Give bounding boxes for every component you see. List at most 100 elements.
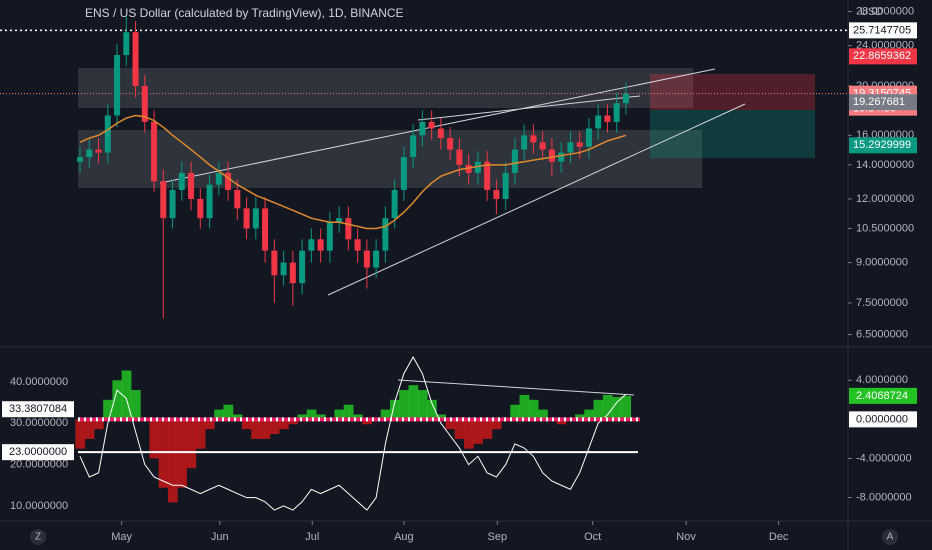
zone-box bbox=[78, 68, 693, 108]
left-label: 33.3807084 bbox=[9, 403, 67, 415]
candle-body bbox=[465, 164, 472, 173]
y-tick-label: 30.0000000 bbox=[10, 417, 68, 429]
histogram-bar bbox=[593, 399, 604, 420]
trend-line bbox=[417, 95, 641, 121]
histogram-bar bbox=[482, 419, 493, 439]
candle-body bbox=[391, 189, 398, 219]
right-label-box bbox=[849, 411, 917, 428]
target-zone bbox=[650, 110, 815, 158]
price-label-box bbox=[849, 22, 917, 39]
candle-body bbox=[474, 161, 481, 173]
histogram-bar bbox=[121, 370, 132, 420]
histogram-bar bbox=[445, 419, 456, 430]
candle-body bbox=[585, 128, 592, 147]
histogram-bar bbox=[232, 414, 243, 420]
candle-body bbox=[613, 103, 620, 122]
histogram-bar bbox=[306, 409, 317, 420]
candle-body bbox=[243, 208, 250, 229]
histogram-bar bbox=[278, 419, 289, 430]
price-label-box bbox=[849, 137, 917, 154]
candle-body bbox=[252, 208, 259, 229]
histogram-bar bbox=[510, 404, 521, 420]
zoom-button[interactable] bbox=[30, 529, 46, 545]
price-label-box bbox=[849, 94, 917, 111]
histogram-bar bbox=[575, 414, 585, 420]
trend-line bbox=[327, 103, 746, 296]
left-label: 23.0000000 bbox=[9, 446, 67, 458]
histogram-bar bbox=[288, 419, 298, 425]
candle-body bbox=[206, 184, 213, 219]
y2-tick-label: -8.0000000 bbox=[856, 491, 912, 503]
y-tick-label: 20.0000000 bbox=[10, 458, 68, 470]
candle-body bbox=[558, 152, 565, 162]
candle-body bbox=[169, 189, 176, 219]
candle-body bbox=[225, 172, 232, 190]
histogram-bar bbox=[334, 409, 345, 420]
auto-button[interactable] bbox=[882, 529, 898, 545]
x-tick-label: Jun bbox=[211, 531, 229, 543]
histogram-bar bbox=[380, 409, 391, 420]
candle-body bbox=[151, 121, 158, 182]
histogram-bar bbox=[519, 394, 530, 420]
candle-body bbox=[502, 172, 509, 199]
right-label-box bbox=[849, 387, 917, 404]
x-tick-label: Oct bbox=[584, 531, 601, 543]
auto-label[interactable]: A bbox=[887, 532, 894, 543]
moving-average bbox=[79, 114, 627, 230]
candle-body bbox=[456, 149, 463, 165]
candle-body bbox=[622, 93, 629, 104]
candle-body bbox=[511, 149, 518, 173]
histogram-bar bbox=[315, 414, 326, 420]
candle-body bbox=[363, 250, 370, 268]
candle-body bbox=[336, 218, 343, 223]
candle-body bbox=[317, 239, 324, 251]
candle-body bbox=[447, 138, 454, 150]
histogram-bar bbox=[352, 414, 363, 420]
left-label-box bbox=[2, 444, 74, 461]
zone-box bbox=[78, 130, 702, 188]
histogram-bar bbox=[362, 419, 372, 425]
candle-body bbox=[271, 250, 278, 276]
histogram-bar bbox=[112, 380, 123, 420]
histogram-bar bbox=[556, 419, 567, 425]
histogram-bar bbox=[214, 409, 224, 420]
candle-body bbox=[299, 250, 306, 284]
y-tick-label: 7.5000000 bbox=[856, 297, 908, 309]
candle-body bbox=[95, 149, 102, 153]
candle-body bbox=[326, 222, 333, 251]
y-tick-label: 12.0000000 bbox=[856, 193, 914, 205]
histogram-bar bbox=[538, 409, 548, 420]
left-label-box bbox=[2, 401, 74, 418]
chart-title: ENS / US Dollar (calculated by TradingVi… bbox=[85, 6, 404, 20]
histogram-bar bbox=[204, 419, 215, 430]
y-tick-label: 10.5000000 bbox=[856, 222, 914, 234]
x-tick-label: Dec bbox=[769, 531, 789, 543]
histogram-bar bbox=[389, 399, 400, 420]
candle-body bbox=[437, 128, 444, 139]
zoom-label[interactable]: Z bbox=[35, 532, 41, 543]
histogram-bar bbox=[223, 404, 234, 420]
histogram-bar bbox=[491, 419, 502, 430]
candle-body bbox=[132, 32, 139, 86]
x-tick-label: Sep bbox=[488, 531, 508, 543]
stop-zone bbox=[650, 74, 815, 110]
candle-body bbox=[373, 250, 380, 268]
histogram-bar bbox=[602, 394, 613, 420]
y-tick-label: 9.0000000 bbox=[856, 256, 908, 268]
y2-tick-label: 4.0000000 bbox=[856, 374, 908, 386]
candle-body bbox=[428, 121, 435, 129]
candle-body bbox=[123, 32, 130, 56]
y-tick-label: 14.0000000 bbox=[856, 159, 914, 171]
histogram-bar bbox=[464, 419, 474, 449]
candle-body bbox=[576, 142, 583, 147]
right-label: 0.0000000 bbox=[856, 413, 908, 425]
candle-body bbox=[382, 218, 389, 251]
candle-body bbox=[354, 239, 361, 251]
candle-body bbox=[104, 115, 111, 153]
candle-body bbox=[188, 172, 195, 199]
currency: USD bbox=[860, 6, 883, 18]
candle-body bbox=[86, 149, 93, 158]
candle-body bbox=[410, 135, 417, 158]
histogram-bar bbox=[75, 419, 86, 449]
